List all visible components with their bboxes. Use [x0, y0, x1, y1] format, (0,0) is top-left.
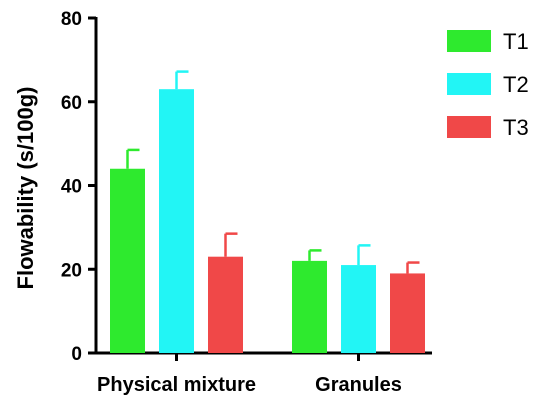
legend-label-t1: T1: [503, 29, 529, 54]
bar-t2-1: [159, 89, 194, 353]
legend-label-t3: T3: [503, 115, 529, 140]
axes: 0 20 40 60 80 Physical mixture Granules: [61, 9, 432, 396]
y-tick-label: 60: [61, 93, 82, 114]
legend-swatch-t3: [447, 116, 491, 138]
x-tick-label: Physical mixture: [97, 374, 256, 396]
legend-label-t2: T2: [503, 72, 529, 97]
y-tick-label: 40: [61, 177, 82, 198]
x-tick-label: Granules: [315, 374, 402, 396]
bar-t2-2: [341, 265, 376, 353]
legend: T1 T2 T3: [447, 29, 529, 140]
legend-swatch-t1: [447, 30, 491, 52]
bar-t3-1: [208, 256, 243, 353]
bars: [110, 89, 425, 353]
bar-t1-1: [110, 168, 145, 353]
error-bars: [126, 70, 420, 274]
legend-swatch-t2: [447, 73, 491, 95]
y-tick-label: 80: [61, 9, 82, 30]
bar-t3-2: [390, 273, 425, 353]
y-tick-label: 20: [61, 260, 82, 281]
bar-t1-2: [292, 260, 327, 353]
y-axis-title: Flowability (s/100g): [13, 87, 38, 290]
y-tick-label: 0: [71, 344, 82, 365]
